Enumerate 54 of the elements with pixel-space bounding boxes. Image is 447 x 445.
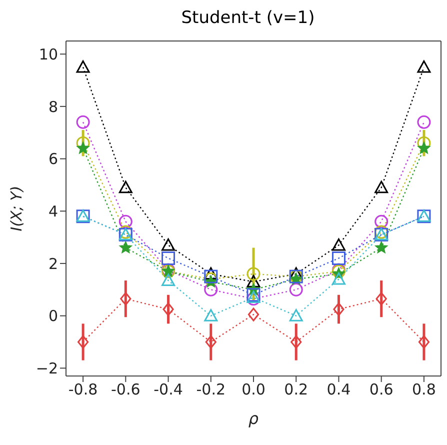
point <box>162 238 176 251</box>
point <box>290 335 302 349</box>
point <box>333 302 344 316</box>
point <box>418 335 430 349</box>
point <box>77 335 89 349</box>
point <box>76 115 90 129</box>
x-tick-label: 0.2 <box>284 380 308 399</box>
point <box>205 335 216 349</box>
x-tick-label: -0.8 <box>68 380 98 399</box>
point <box>374 214 388 228</box>
y-tick-label: 10 <box>38 45 58 64</box>
x-tick-label: 0.4 <box>326 380 351 399</box>
x-tick-label: -0.6 <box>111 380 140 399</box>
point <box>162 274 176 286</box>
point <box>118 214 132 228</box>
point <box>289 309 303 322</box>
y-tick-label: −2 <box>36 359 58 378</box>
point <box>418 142 430 154</box>
point <box>248 308 260 322</box>
y-tick-label: 6 <box>48 150 58 168</box>
point <box>332 238 346 251</box>
point <box>375 241 388 254</box>
chart-title: Student-t (v=1) <box>180 8 316 30</box>
x-tick-label: 0.0 <box>242 380 266 399</box>
point <box>162 251 176 265</box>
x-tick-label: -0.4 <box>154 380 183 399</box>
point <box>76 142 90 154</box>
point <box>162 302 174 316</box>
y-tick-label: 2 <box>48 254 58 273</box>
point <box>246 275 260 288</box>
point <box>332 251 346 265</box>
point <box>417 115 431 129</box>
point <box>119 241 132 254</box>
point <box>204 270 218 284</box>
point <box>246 267 260 281</box>
x-tick-label: 0.6 <box>369 380 394 399</box>
point <box>120 292 132 306</box>
point <box>376 292 387 306</box>
point <box>289 282 303 296</box>
x-tick-label: 0.8 <box>412 380 436 399</box>
x-axis-title: ρ <box>248 409 259 428</box>
point <box>118 180 132 194</box>
y-tick-label: 4 <box>48 202 58 220</box>
point <box>246 290 260 304</box>
point <box>76 60 90 73</box>
y-tick-label: 0 <box>48 307 58 326</box>
y-axis-title: I(X; Y) <box>7 186 26 232</box>
point <box>204 309 218 322</box>
y-tick-label: 8 <box>48 98 58 116</box>
point <box>374 180 388 194</box>
point <box>204 282 218 296</box>
point <box>417 60 431 73</box>
point <box>332 272 346 285</box>
x-tick-label: -0.2 <box>196 380 226 399</box>
